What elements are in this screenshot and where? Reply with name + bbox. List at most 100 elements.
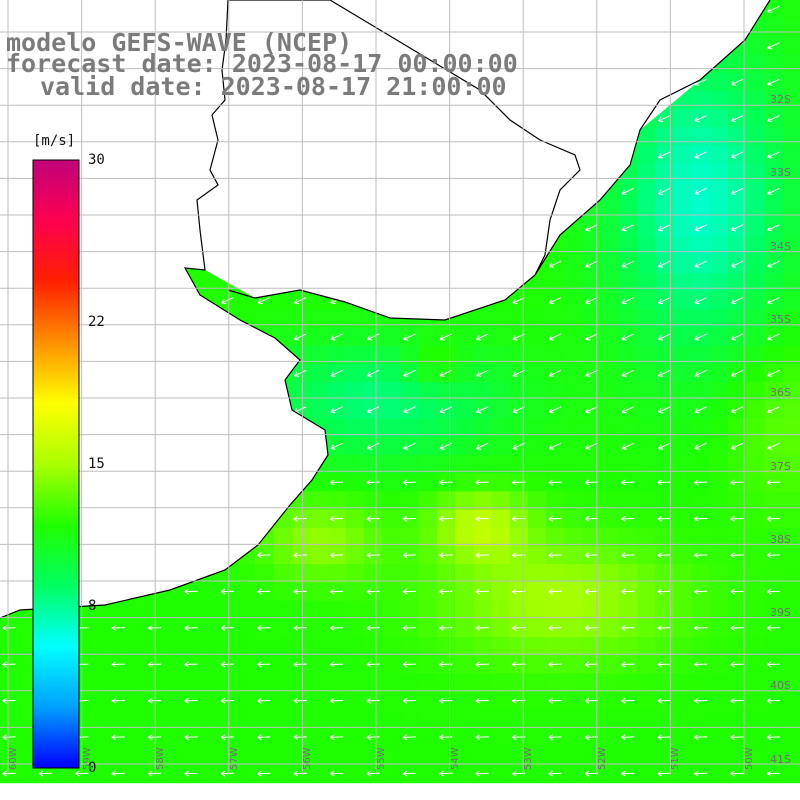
wind-speed-cell [746, 236, 765, 256]
wind-speed-cell [273, 673, 292, 693]
wind-speed-cell [527, 655, 547, 674]
wind-speed-cell [236, 291, 256, 310]
wind-arrow [2, 770, 16, 777]
wind-arrow [621, 333, 635, 341]
wind-arrow [439, 770, 453, 777]
wind-speed-cell [436, 673, 456, 693]
wind-arrow [657, 479, 671, 486]
wind-arrow [439, 625, 453, 631]
wind-speed-cell [582, 600, 602, 620]
wind-arrow [257, 297, 271, 305]
wind-speed-cell [782, 400, 800, 420]
wind-arrow [694, 224, 707, 232]
wind-arrow [402, 770, 417, 777]
wind-arrow [329, 770, 344, 777]
wind-speed-cell [655, 309, 674, 329]
wind-speed-cell [473, 746, 492, 765]
wind-speed-cell [546, 746, 565, 765]
wind-speed-cell [564, 564, 583, 583]
wind-speed-cell [364, 564, 383, 583]
wind-speed-cell [473, 564, 492, 583]
wind-speed-cell [491, 382, 511, 401]
wind-arrow [621, 625, 635, 631]
wind-speed-cell [400, 382, 420, 401]
wind-speed-cell [473, 345, 492, 365]
wind-speed-cell [491, 709, 511, 729]
wind-arrow [548, 697, 562, 704]
wind-speed-cell [200, 746, 219, 765]
wind-speed-cell [691, 200, 711, 219]
wind-speed-cell [728, 382, 747, 401]
wind-speed-cell [509, 600, 529, 620]
wind-speed-cell [327, 673, 347, 693]
latitude-label: 38S [770, 532, 791, 546]
wind-arrow [694, 406, 707, 414]
wind-arrow [366, 369, 380, 377]
wind-speed-cell [18, 764, 37, 784]
wind-speed-cell [746, 455, 765, 474]
wind-arrow [475, 697, 489, 704]
wind-speed-cell [418, 546, 438, 565]
wind-speed-cell [509, 673, 529, 693]
wind-speed-cell [436, 345, 456, 365]
wind-speed-cell [782, 655, 800, 674]
wind-speed-cell [491, 509, 511, 529]
wind-speed-cell [746, 600, 765, 620]
wind-speed-cell [709, 109, 729, 128]
wind-speed-cell [564, 345, 583, 365]
wind-arrow [621, 734, 635, 741]
wind-speed-cell [600, 473, 620, 492]
wind-speed-cell [618, 309, 638, 329]
wind-arrow [584, 625, 599, 631]
wind-speed-cell [564, 254, 583, 274]
wind-speed-cell [254, 600, 274, 620]
wind-speed-cell [709, 163, 729, 183]
wind-speed-cell [218, 709, 238, 729]
wind-arrow [657, 260, 671, 268]
wind-speed-cell [455, 436, 474, 456]
wind-speed-cell [546, 600, 565, 620]
wind-arrow [293, 369, 307, 377]
lat-lon-grid [0, 0, 800, 775]
wind-speed-cell [764, 18, 784, 37]
wind-speed-cell [746, 36, 765, 56]
wind-speed-cell [309, 764, 329, 784]
wind-arrow [657, 697, 671, 704]
wind-arrow [366, 333, 380, 341]
wind-speed-cell [527, 309, 547, 329]
wind-speed-cell [109, 709, 128, 729]
wind-speed-cell [345, 709, 365, 729]
wind-speed-cell [418, 473, 438, 492]
wind-speed-cell [600, 382, 620, 401]
wind-speed-cell [455, 637, 474, 656]
wind-speed-cell [691, 600, 711, 620]
wind-speed-cell [273, 637, 292, 656]
wind-arrow [257, 770, 271, 777]
wind-speed-cell [527, 455, 547, 474]
wind-speed-cell [582, 564, 602, 583]
latitude-label: 37S [770, 459, 791, 473]
wind-speed-cell [491, 764, 511, 784]
wind-speed-cell [764, 273, 784, 292]
wind-speed-cell [782, 709, 800, 729]
wind-speed-cell [455, 728, 474, 747]
wind-speed-cell [455, 382, 474, 401]
wind-arrow [657, 734, 671, 741]
wind-speed-cell [764, 236, 784, 256]
wind-speed-cell [91, 618, 110, 638]
wind-arrow [584, 661, 599, 668]
wind-speed-cell [236, 764, 256, 784]
wind-speed-cell [382, 436, 401, 456]
wind-arrow [293, 333, 307, 341]
wind-arrow [585, 260, 598, 268]
wind-speed-cell [546, 673, 565, 693]
wind-speed-cell [618, 236, 638, 256]
wind-speed-cell [673, 728, 693, 747]
wind-speed-cell [691, 491, 711, 511]
longitude-label: 55W [376, 747, 387, 770]
wind-speed-cell [163, 618, 183, 638]
wind-speed-cell [673, 418, 693, 438]
wind-speed-cell [546, 382, 565, 401]
wind-speed-cell [400, 746, 420, 765]
